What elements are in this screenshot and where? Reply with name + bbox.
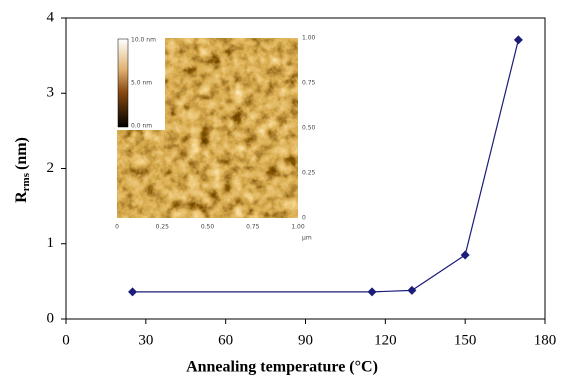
x-tick-label: 0 [62,332,70,348]
inset-x-tick-label: 0.50 [201,224,215,231]
colorbar-label: 10.0 nm [131,37,156,44]
data-point [461,251,470,260]
x-tick-label: 30 [138,332,153,348]
y-label-unit: (nm) [13,137,30,170]
inset-y-tick-label: 0.25 [302,170,316,177]
x-tick-label: 90 [298,332,313,348]
inset-y-tick-label: 0.75 [302,80,316,87]
inset-y-tick-label: 0 [302,215,306,222]
y-tick-label: 2 [47,160,55,176]
afm-inset: 10.0 nm 5.0 nm 0.0 nm 0 0.25 0.50 0.75 1.00 0 0.2… [115,35,315,242]
x-axis-label: Annealing temperature (°C) [186,359,378,376]
y-tick-label: 1 [47,235,55,251]
data-point [514,35,523,44]
colorbar [118,39,128,127]
inset-x-tick-label: 0.75 [246,224,260,231]
data-point [368,287,377,296]
inset-unit: µm [302,235,312,242]
y-label-sub: rms [20,172,32,191]
x-tick-label: 180 [534,332,557,348]
y-label-main: R [13,191,30,203]
data-point [407,286,416,295]
y-tick-label: 0 [47,310,55,326]
colorbar-label: 5.0 nm [131,80,152,87]
colorbar-label: 0.0 nm [131,123,152,130]
inset-x-tick-label: 1.00 [291,224,305,231]
x-tick-label: 150 [454,332,477,348]
data-point [128,287,137,296]
y-tick-label: 4 [47,9,55,25]
x-tick-label: 60 [218,332,233,348]
inset-y-tick-label: 1.00 [302,35,316,42]
y-axis-label: Rrms (nm) [13,137,32,203]
chart: 10.0 nm 5.0 nm 0.0 nm 0 0.25 0.50 0.75 1.00 0 0.2… [0,0,565,378]
inset-x-tick-label: 0.25 [156,224,170,231]
x-tick-label: 120 [374,332,397,348]
y-tick-label: 3 [47,85,55,101]
inset-y-tick-label: 0.50 [302,125,316,132]
inset-x-tick-label: 0 [115,224,119,231]
